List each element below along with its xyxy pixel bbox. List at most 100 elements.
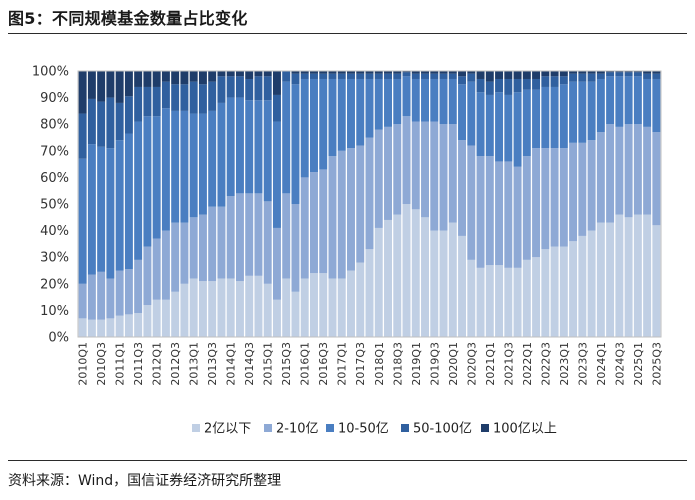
bar-segment-2-2015Q4 <box>291 204 300 292</box>
bar-segment-4-2012Q3 <box>171 84 180 111</box>
bar-segment-4-2018Q1 <box>374 73 383 79</box>
bar-segment-1-2018Q2 <box>384 219 392 337</box>
bar-segment-5-2011Q2 <box>124 71 133 97</box>
bar-segment-1-2025Q3 <box>652 225 661 337</box>
bar-segment-4-2022Q1 <box>522 78 531 90</box>
x-tick-label: 2023Q1 <box>558 342 571 386</box>
bar-segment-5-2022Q4 <box>550 71 559 77</box>
bar-segment-4-2010Q3 <box>97 101 106 147</box>
bar-segment-5-2024Q4 <box>624 71 633 73</box>
bar-segment-4-2025Q1 <box>633 72 642 77</box>
bar-segment-3-2014Q2 <box>235 97 244 194</box>
bar-segment-4-2018Q2 <box>384 73 392 79</box>
bar-segment-4-2020Q4 <box>476 78 485 93</box>
bar-segment-3-2019Q1 <box>411 78 420 122</box>
bar-segment-5-2019Q2 <box>421 71 429 74</box>
bar-segment-5-2015Q2 <box>272 71 281 95</box>
bar-segment-1-2018Q4 <box>402 204 411 337</box>
bar-segment-5-2017Q1 <box>337 71 346 74</box>
x-tick-label: 2024Q3 <box>613 342 626 386</box>
bar-segment-2-2017Q4 <box>365 137 374 250</box>
bar-segment-1-2014Q4 <box>254 275 263 337</box>
x-tick-label: 2010Q3 <box>95 342 108 386</box>
bar-segment-4-2022Q2 <box>532 78 541 90</box>
x-tick-label: 2015Q1 <box>262 342 275 386</box>
bar-segment-4-2015Q4 <box>291 73 300 85</box>
bar-segment-5-2021Q4 <box>513 71 522 79</box>
bar-segment-2-2023Q2 <box>569 142 578 242</box>
bar-segment-2-2018Q3 <box>393 124 402 215</box>
bar-segment-5-2020Q1 <box>448 71 457 74</box>
bar-segment-2-2016Q4 <box>328 156 337 279</box>
bar-segment-3-2015Q2 <box>272 121 281 228</box>
bar-segment-1-2017Q3 <box>356 262 365 337</box>
x-tick-label: 2016Q1 <box>299 342 312 386</box>
x-tick-label: 2021Q1 <box>484 342 497 386</box>
bar-segment-4-2025Q3 <box>652 73 661 79</box>
bar-segment-5-2011Q3 <box>134 71 143 87</box>
bar-segment-5-2021Q2 <box>495 71 504 79</box>
bar-segment-2-2016Q2 <box>310 172 318 274</box>
x-tick-label: 2013Q1 <box>188 342 201 386</box>
bar-segment-3-2010Q2 <box>87 144 96 275</box>
bar-segment-4-2015Q2 <box>272 94 281 122</box>
bar-segment-1-2012Q3 <box>171 291 180 337</box>
bar-segment-1-2019Q1 <box>411 209 420 337</box>
bar-segment-3-2018Q4 <box>402 76 411 117</box>
bar-segment-2-2025Q3 <box>652 132 661 226</box>
bar-segment-4-2021Q4 <box>513 78 522 93</box>
bar-segment-1-2010Q2 <box>87 319 96 337</box>
bar-segment-4-2015Q1 <box>263 76 272 101</box>
bar-segment-2-2019Q2 <box>421 121 429 218</box>
bar-segment-1-2016Q4 <box>328 278 337 337</box>
bar-segment-5-2014Q1 <box>226 71 235 77</box>
bar-segment-2-2019Q3 <box>430 121 439 231</box>
bar-segment-5-2020Q3 <box>467 71 476 74</box>
bar-segment-3-2012Q1 <box>152 116 161 239</box>
bar-segment-3-2023Q2 <box>569 81 578 143</box>
bar-segment-4-2019Q2 <box>421 73 429 79</box>
bar-segment-4-2017Q4 <box>365 73 374 79</box>
bar-segment-2-2010Q3 <box>97 271 106 320</box>
bar-segment-1-2024Q4 <box>624 217 633 337</box>
bar-segment-5-2023Q4 <box>587 71 596 74</box>
bar-segment-1-2020Q3 <box>467 259 476 337</box>
bar-segment-2-2013Q1 <box>189 217 198 279</box>
bar-segment-3-2012Q4 <box>180 110 189 223</box>
bar-segment-2-2014Q1 <box>226 196 235 279</box>
bar-segment-1-2020Q1 <box>448 222 457 337</box>
source-note: 资料来源：Wind，国信证券经济研究所整理 <box>8 473 282 489</box>
bar-segment-4-2021Q2 <box>495 78 504 93</box>
bar-segment-3-2012Q2 <box>161 108 170 231</box>
y-tick-label: 0% <box>48 331 69 346</box>
bar-segment-5-2022Q2 <box>532 71 541 79</box>
bar-segment-2-2019Q4 <box>439 124 448 231</box>
bar-segment-2-2012Q2 <box>161 230 170 300</box>
y-tick-label: 90% <box>40 91 69 106</box>
bar-segment-3-2021Q4 <box>513 92 522 167</box>
bar-segment-2-2011Q1 <box>115 270 124 316</box>
bar-segment-5-2016Q3 <box>319 71 328 74</box>
bar-segment-2-2023Q3 <box>578 142 587 236</box>
bar-segment-5-2020Q2 <box>458 71 467 77</box>
bar-segment-2-2012Q4 <box>180 222 189 284</box>
bar-segment-1-2022Q1 <box>522 259 531 337</box>
bar-segment-3-2018Q2 <box>384 78 392 127</box>
bar-segment-3-2010Q4 <box>106 148 115 279</box>
bar-segment-5-2018Q4 <box>402 71 411 73</box>
bar-segment-4-2021Q1 <box>485 81 494 95</box>
bar-segment-5-2013Q1 <box>189 71 198 82</box>
legend-label-3: 10-50亿 <box>338 422 389 437</box>
legend-label-2: 2-10亿 <box>276 422 319 437</box>
bar-segment-5-2022Q1 <box>522 71 531 79</box>
x-tick-label: 2015Q3 <box>280 342 293 386</box>
title-rule <box>8 33 687 34</box>
bar-segment-3-2010Q3 <box>97 146 106 272</box>
bar-segment-4-2022Q3 <box>541 76 550 87</box>
y-tick-label: 40% <box>40 224 69 239</box>
bar-segment-3-2015Q3 <box>282 81 291 194</box>
bar-segment-3-2015Q4 <box>291 84 300 204</box>
bar-segment-4-2019Q4 <box>439 73 448 79</box>
bar-segment-2-2024Q4 <box>624 124 633 218</box>
bar-segment-1-2016Q1 <box>300 278 309 337</box>
